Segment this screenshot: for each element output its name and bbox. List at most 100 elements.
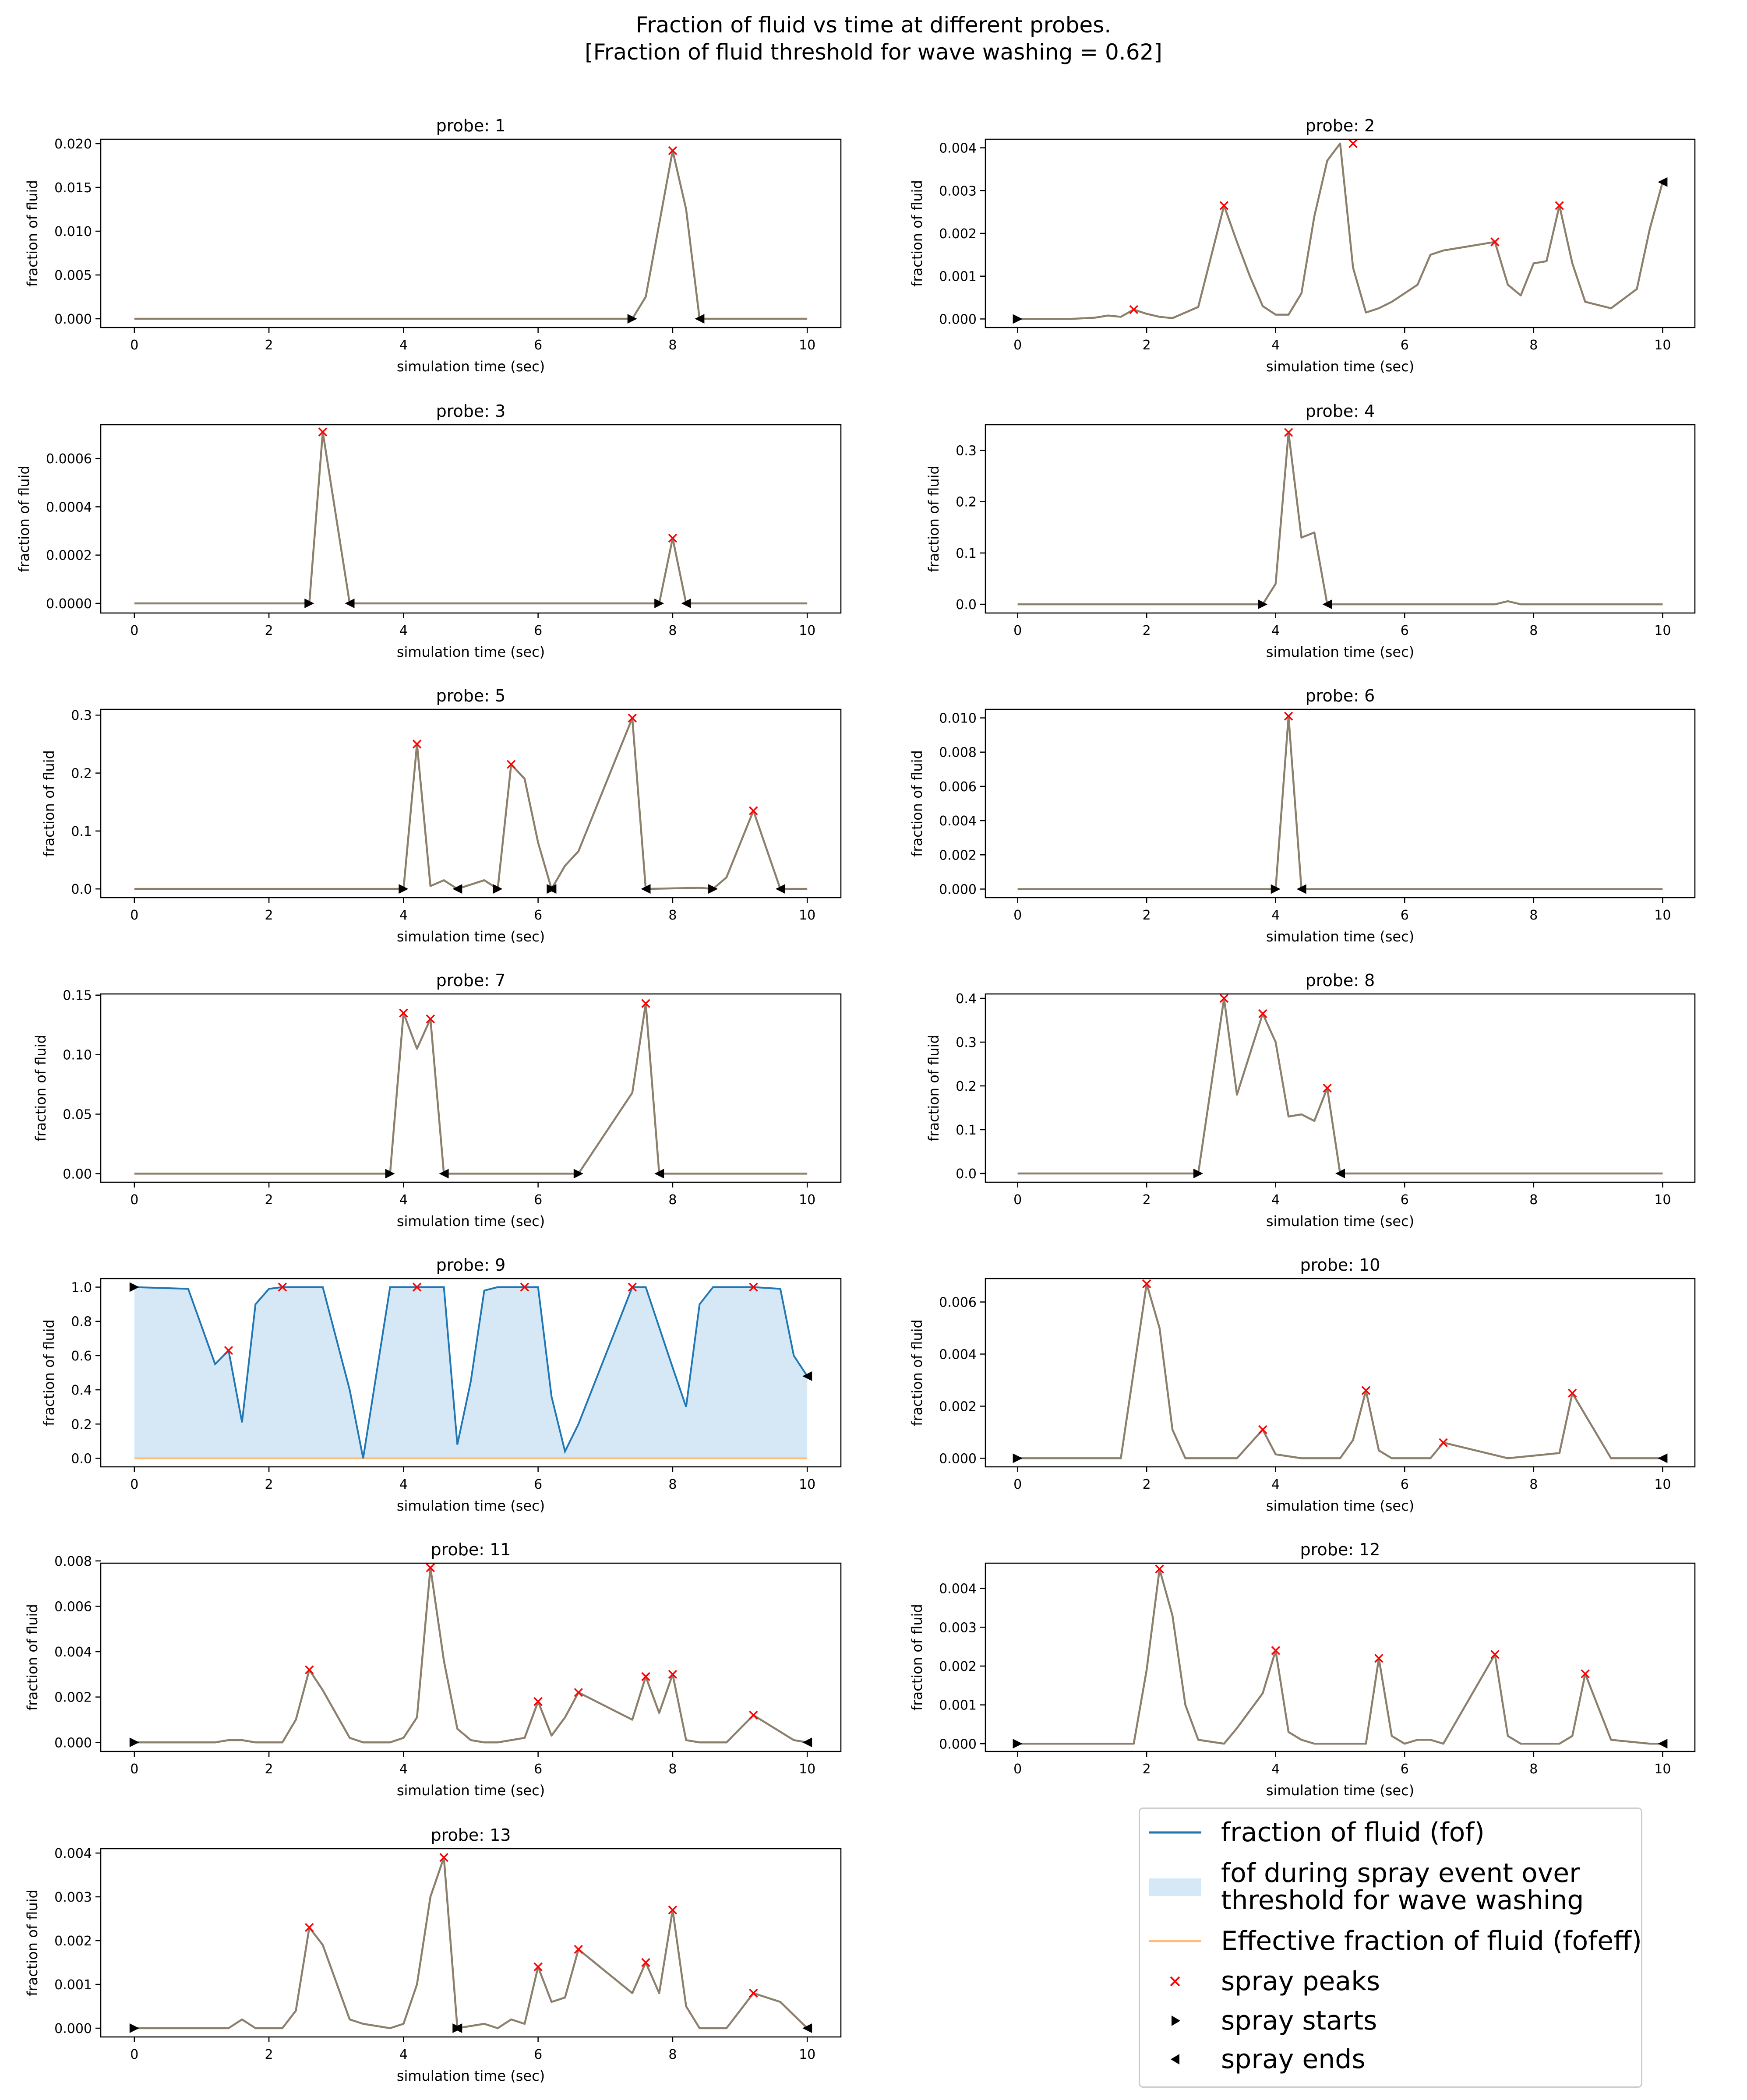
y-tick-label: 0.000 [939,312,977,327]
y-tick-label: 0.003 [939,1620,977,1635]
x-tick-label: 2 [265,908,273,923]
spray-start-marker [654,598,664,608]
x-tick-label: 2 [265,1477,273,1492]
x-tick-label: 6 [1401,908,1409,923]
chart-probe-12: probe: 12 0 2 4 6 8 10 0.000 0.001 0.002 0.003 0.00… [909,1540,1696,1799]
x-tick-label: 10 [799,338,815,353]
y-axis-label: fraction of fluid [925,1035,942,1142]
x-tick-label: 6 [1401,338,1409,353]
legend-label-ends: spray ends [1221,2044,1366,2075]
x-axis-label: simulation time (sec) [1266,1497,1414,1514]
x-tick-label: 6 [534,623,542,638]
y-tick-label: 0.0004 [46,500,92,515]
spray-peak-marker [224,1346,233,1355]
legend-label-starts: spray starts [1221,2005,1377,2036]
spray-start-marker [1193,1169,1203,1178]
spray-peak-marker [1323,1083,1332,1093]
spray-peak-marker [1284,712,1293,721]
figure-title-line1: Fraction of fluid vs time at different p… [635,12,1112,38]
y-tick-label: 0.8 [71,1314,92,1330]
spray-end-marker [802,1737,812,1748]
y-tick-label: 0.0 [71,1451,92,1466]
spray-peak-marker [641,1672,650,1681]
chart-probe-1: probe: 1 0 2 4 6 8 10 0.000 0.005 0.010 0.015 0.020… [24,116,842,375]
y-axis-label: fraction of fluid [16,465,32,572]
fof-line [1017,997,1663,1175]
spray-peak-marker [1361,1386,1371,1395]
y-tick-label: 0.004 [939,1347,977,1362]
y-tick-label: 0.003 [54,1890,92,1905]
y-tick-label: 0.000 [939,1451,977,1466]
spray-start-marker [385,1169,395,1179]
spray-peak-marker [1155,1564,1164,1574]
spray-peak-marker [749,1283,758,1292]
x-tick-label: 4 [1271,338,1280,353]
y-tick-label: 0.3 [71,708,92,723]
y-tick-label: 0.3 [956,1035,977,1050]
x-tick-label: 8 [1529,1192,1538,1208]
y-tick-label: 0.000 [54,312,92,327]
x-tick-label: 4 [399,623,408,638]
chart-title: probe: 11 [431,1540,511,1559]
plot-frame [985,424,1696,614]
x-tick-label: 8 [1529,1477,1538,1492]
fof-line [134,1567,808,1744]
x-axis-label: simulation time (sec) [397,358,545,375]
spray-start-marker [129,2023,139,2033]
spray-start-marker [129,1282,139,1292]
fof-line [1017,431,1663,606]
spray-end-marker [681,598,691,608]
spray-peak-marker [318,427,328,437]
x-tick-label: 8 [668,2047,677,2062]
spray-peak-marker [1581,1669,1590,1678]
y-tick-label: 0.002 [54,1690,92,1705]
x-tick-label: 10 [799,1477,815,1492]
y-tick-label: 0.1 [956,1123,977,1138]
legend-entry-starts: spray starts [1140,2007,1641,2035]
x-tick-label: 6 [534,338,542,353]
spray-peak-marker [628,1283,637,1292]
spray-end-marker [695,314,705,324]
legend-key-fof-eff [1149,1940,1201,1942]
y-tick-label: 0.05 [63,1107,92,1123]
spray-end-marker [775,884,785,894]
x-axis-label: simulation time (sec) [1266,1782,1414,1799]
x-tick-label: 10 [1654,1192,1671,1208]
x-tick-label: 2 [1143,1477,1151,1492]
x-tick-label: 6 [1401,1477,1409,1492]
plot-frame [985,708,1696,898]
y-axis-label: fraction of fluid [925,465,942,572]
y-tick-label: 0.3 [956,444,977,459]
x-axis-label: simulation time (sec) [397,1497,545,1514]
y-tick-label: 0.2 [71,1417,92,1432]
x-tick-label: 8 [668,1477,677,1492]
chart-probe-5: probe: 5 0 2 4 6 8 10 0.0 0.1 0.2 0.3 simulation ti… [41,686,842,945]
x-tick-label: 10 [1654,338,1671,353]
y-tick-label: 0.2 [956,495,977,510]
y-axis-label: fraction of fluid [24,180,41,287]
x-tick-label: 4 [399,2047,408,2062]
fof-line [1017,1283,1663,1459]
plot-frame [985,1278,1696,1468]
x-tick-label: 2 [265,1192,273,1208]
legend-entry-fof: fraction of fluid (fof) [1140,1818,1641,1846]
y-tick-label: 0.005 [54,268,92,283]
x-tick-label: 0 [130,1192,138,1208]
spray-peak-marker [278,1283,287,1292]
y-tick-label: 0.001 [939,1698,977,1713]
y-tick-label: 0.010 [939,711,977,726]
chart-title: probe: 3 [436,402,506,421]
chart-probe-2: probe: 2 0 2 4 6 8 10 0.000 0.001 0.002 0.003 0.004… [909,116,1696,375]
x-tick-label: 8 [668,908,677,923]
y-axis-label: fraction of fluid [24,1889,41,1996]
chart-title: probe: 12 [1300,1540,1380,1559]
y-tick-label: 0.010 [54,224,92,240]
spray-peak-marker [1374,1653,1383,1663]
spray-start-marker [1271,884,1281,894]
spray-peak-marker [305,1923,314,1932]
spray-peak-marker [1284,428,1293,437]
spray-peak-marker [1348,139,1358,148]
y-tick-label: 0.00 [63,1166,92,1182]
x-tick-label: 8 [668,1192,677,1208]
x-tick-label: 2 [1143,1762,1151,1777]
